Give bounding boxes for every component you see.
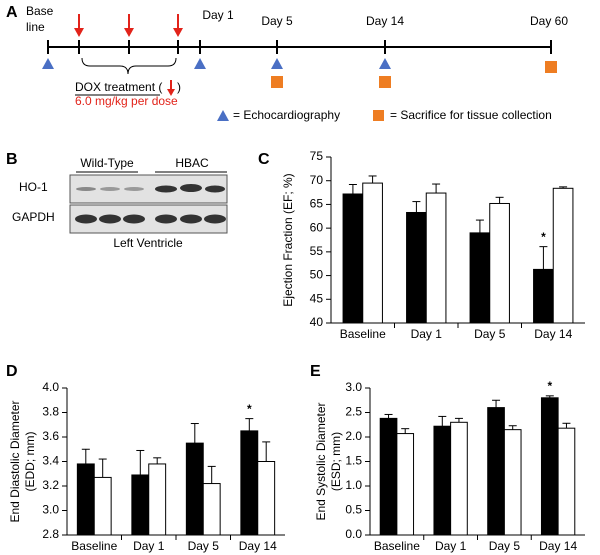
y-tick-label: 3.8 [42, 405, 59, 419]
x-tick-label: Baseline [340, 327, 386, 341]
day-label: Day 60 [530, 14, 568, 28]
y-tick-label: 3.0 [345, 380, 362, 394]
bar [503, 429, 522, 536]
significance-mark: * [547, 379, 552, 393]
day-label: Day 5 [261, 14, 293, 28]
bar [489, 202, 510, 324]
y-tick-label: 45 [310, 291, 324, 305]
y-axis-label: (ESD; mm) [329, 432, 343, 491]
bar [533, 268, 554, 324]
bar [342, 193, 364, 324]
panel-letter: D [6, 363, 18, 380]
panel-letter: B [6, 151, 18, 168]
bar [76, 463, 95, 536]
bar [450, 421, 468, 536]
x-tick-label: Day 5 [474, 327, 506, 341]
x-tick-label: Day 14 [534, 327, 572, 341]
y-axis-label: End Diastolic Diameter [8, 400, 22, 522]
y-tick-label: 60 [310, 220, 324, 234]
blot-panel: B Wild-Type HBAC HO-1 GAPDH Left Ventric… [6, 151, 228, 250]
bar [557, 427, 576, 536]
bar [202, 483, 221, 536]
bar [379, 417, 398, 536]
sacrifice-markers [271, 61, 557, 88]
bar [540, 397, 559, 536]
bar [93, 476, 112, 536]
day-label: Day 1 [202, 8, 234, 22]
bar [425, 192, 447, 324]
day-label: Day 14 [366, 14, 404, 28]
y-tick-label: 3.4 [42, 454, 59, 468]
treatment-bracket [81, 57, 177, 75]
y-tick-label: 50 [310, 268, 324, 282]
legend-icon [217, 110, 229, 121]
x-tick-label: Day 1 [411, 327, 443, 341]
y-tick-label: 75 [310, 149, 324, 163]
x-tick-label: Day 1 [133, 539, 165, 553]
significance-mark: * [247, 402, 252, 416]
y-axis-label: (EDD; mm) [23, 432, 37, 492]
y-tick-label: 3.6 [42, 429, 59, 443]
legend-label: = Sacrifice for tissue collection [390, 108, 552, 122]
x-tick-label: Baseline [374, 539, 420, 553]
y-tick-label: 0.5 [345, 503, 362, 517]
y-tick-label: 3.0 [42, 503, 59, 517]
treatment-label: DOX treatment ( [75, 80, 162, 94]
blot-bands [75, 184, 226, 224]
y-tick-label: 65 [310, 197, 324, 211]
x-tick-label: Day 1 [435, 539, 467, 553]
legend-label: = Echocardiography [233, 108, 340, 122]
bar [257, 461, 276, 536]
y-tick-label: 2.0 [345, 429, 362, 443]
bar [469, 232, 491, 324]
row-label: GAPDH [12, 210, 55, 224]
y-tick-label: 70 [310, 173, 324, 187]
bar [131, 474, 150, 536]
bar [148, 463, 167, 536]
dose-label: 6.0 mg/kg per dose [75, 94, 178, 108]
baseline-label: Base [26, 4, 54, 18]
bar [185, 442, 204, 536]
tissue-label: Left Ventricle [113, 236, 183, 250]
y-axis-label: Ejection Fraction (EF; %) [281, 173, 295, 306]
bar [552, 187, 574, 324]
y-tick-label: 4.0 [42, 380, 59, 394]
baseline-label: line [26, 20, 45, 34]
y-tick-label: 1.0 [345, 478, 362, 492]
bar [396, 433, 415, 536]
echo-markers [42, 58, 391, 69]
legend-icon [373, 110, 384, 121]
y-tick-label: 55 [310, 244, 324, 258]
treatment-label: ) [177, 80, 181, 94]
x-tick-label: Day 5 [188, 539, 220, 553]
y-tick-label: 0.0 [345, 527, 362, 541]
y-tick-label: 40 [310, 315, 324, 329]
panel-letter: C [258, 151, 270, 168]
y-tick-label: 1.5 [345, 454, 362, 468]
y-tick-label: 2.5 [345, 405, 362, 419]
panel-letter: A [6, 4, 18, 21]
row-label: HO-1 [19, 180, 48, 194]
bar [240, 430, 259, 536]
group-label: Wild-Type [80, 156, 134, 170]
bar [487, 407, 505, 536]
panel-letter: E [310, 363, 321, 380]
timeline-ticks [47, 40, 552, 54]
y-axis-label: End Systolic Diameter [314, 402, 328, 520]
treatment-arrow [167, 80, 175, 96]
timeline-panel: A Base line Day 1 Day 5 Day 14 Day 60 DO… [6, 4, 568, 122]
bar [406, 211, 427, 324]
dose-arrows [74, 14, 183, 37]
y-tick-label: 2.8 [42, 527, 59, 541]
bar [362, 182, 383, 324]
x-tick-label: Day 5 [489, 539, 521, 553]
x-tick-label: Day 14 [239, 539, 277, 553]
y-tick-label: 3.2 [42, 478, 59, 492]
group-label: HBAC [175, 156, 209, 170]
bar [433, 425, 452, 536]
x-tick-label: Day 14 [539, 539, 577, 553]
significance-mark: * [541, 230, 546, 244]
x-tick-label: Baseline [71, 539, 117, 553]
